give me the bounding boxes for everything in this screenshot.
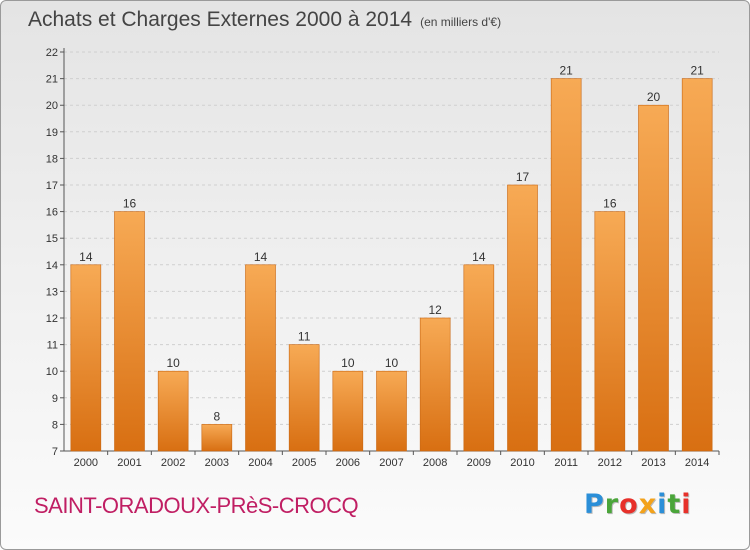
logo-letter: x [638, 489, 658, 520]
bar [288, 344, 320, 452]
logo-letter: t [667, 489, 682, 520]
x-tick-label: 2001 [117, 457, 141, 469]
y-tick-label: 16 [46, 207, 58, 219]
x-tick-label: 2004 [248, 457, 272, 469]
x-tick-label: 2012 [598, 457, 622, 469]
data-label: 14 [254, 250, 268, 264]
data-label: 8 [213, 409, 220, 423]
x-tick-label: 2006 [336, 457, 360, 469]
y-tick-label: 8 [52, 419, 58, 431]
proxiti-logo: Proxiti [584, 489, 692, 520]
y-tick-label: 17 [46, 180, 58, 192]
y-tick-label: 20 [46, 100, 58, 112]
x-tick-label: 2002 [161, 457, 185, 469]
bar [463, 264, 495, 452]
data-label: 12 [428, 303, 442, 317]
bar [157, 370, 189, 452]
y-tick-label: 10 [46, 366, 58, 378]
y-tick-label: 14 [46, 260, 58, 272]
x-tick-label: 2005 [292, 457, 316, 469]
chart-title: Achats et Charges Externes 2000 à 2014 (e… [28, 8, 501, 32]
x-tick-label: 2014 [685, 457, 709, 469]
logo-letter: i [681, 489, 692, 520]
y-tick-label: 21 [46, 74, 58, 86]
bar [201, 424, 233, 452]
bar [681, 78, 713, 452]
x-tick-label: 2013 [641, 457, 665, 469]
logo-letter: r [604, 489, 620, 520]
bar [507, 184, 538, 452]
bar [638, 104, 669, 452]
y-tick-label: 22 [46, 47, 58, 59]
x-tick-label: 2010 [510, 457, 534, 469]
data-label: 10 [341, 356, 355, 370]
bar [332, 370, 364, 452]
y-tick-label: 15 [46, 233, 58, 245]
x-tick-label: 2011 [554, 457, 578, 469]
x-tick-label: 2007 [379, 457, 403, 469]
title-unit: (en milliers d'€) [420, 15, 502, 29]
logo-letter: P [584, 489, 605, 520]
x-tick-label: 2008 [423, 457, 447, 469]
bar [550, 78, 582, 452]
logo-letter: o [619, 489, 639, 520]
y-tick-label: 13 [46, 286, 58, 298]
data-label: 20 [647, 90, 661, 104]
data-label: 21 [690, 64, 704, 78]
data-label: 11 [298, 330, 311, 344]
y-tick-label: 9 [52, 393, 58, 405]
logo-letter: i [657, 489, 668, 520]
data-label: 21 [559, 64, 573, 78]
data-label: 16 [123, 197, 137, 211]
bar [245, 264, 276, 452]
data-label: 10 [385, 356, 399, 370]
bar [114, 211, 145, 452]
y-tick-label: 19 [46, 127, 58, 139]
x-tick-label: 2003 [205, 457, 229, 469]
y-tick-label: 7 [52, 446, 58, 458]
y-tick-label: 18 [46, 153, 58, 165]
data-label: 14 [472, 250, 486, 264]
bar [594, 211, 626, 452]
y-tick-label: 11 [47, 340, 58, 352]
data-label: 17 [516, 170, 530, 184]
data-label: 16 [603, 197, 617, 211]
x-tick-label: 2000 [74, 457, 98, 469]
bar [376, 370, 407, 452]
x-tick-label: 2009 [467, 457, 491, 469]
data-label: 14 [79, 250, 93, 264]
y-tick-label: 12 [46, 313, 58, 325]
city-name: SAINT-ORADOUX-PRèS-CROCQ [34, 493, 359, 518]
title-main: Achats et Charges Externes 2000 à 2014 [28, 8, 413, 31]
bar [419, 317, 451, 452]
bar [70, 264, 102, 452]
data-label: 10 [166, 356, 180, 370]
